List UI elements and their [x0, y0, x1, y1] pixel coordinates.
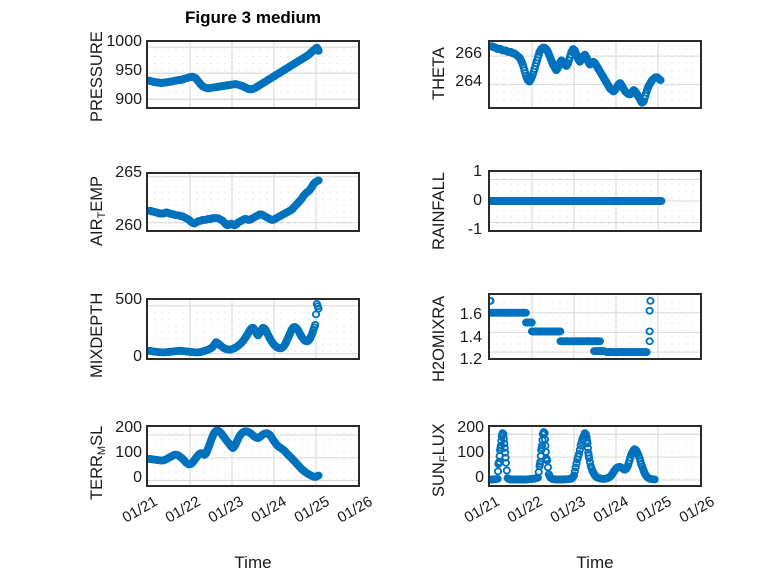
ytick-theta-264: 264	[455, 73, 482, 90]
data-rainfall	[490, 197, 666, 205]
xtick-left-3: 01/24	[248, 493, 290, 527]
xtick-left-4: 01/25	[291, 493, 333, 527]
xtick-left-0: 01/21	[119, 493, 161, 527]
xtick-right-3: 01/24	[590, 493, 632, 527]
ytick-sun-0: 0	[475, 469, 484, 486]
xtick-right-0: 01/21	[461, 493, 503, 527]
ytick-rainfall-1: 1	[473, 163, 482, 180]
ytick-h2o-12: 1.2	[459, 351, 482, 368]
xtick-left-1: 01/22	[162, 493, 204, 527]
plot-area-h2omixra	[488, 293, 702, 360]
xtick-right-1: 01/22	[504, 493, 546, 527]
xlabel-right: Time	[576, 553, 614, 572]
ytick-mixdepth-500: 500	[115, 291, 142, 308]
data-h2omixra	[490, 297, 655, 356]
ytick-sun-200: 200	[457, 419, 484, 436]
ytick-terr-200: 200	[115, 419, 142, 436]
xtick-left-5: 01/26	[334, 493, 376, 527]
ytick-sun-100: 100	[457, 444, 484, 461]
ytick-pressure-950: 950	[115, 62, 142, 79]
data-theta	[490, 42, 665, 107]
ytick-pressure-1000: 1000	[106, 33, 142, 50]
ylabel-air-temp: AIRTEMP	[88, 175, 108, 246]
plot-area-theta	[488, 40, 702, 109]
ytick-terr-0: 0	[133, 469, 142, 486]
xlabel-left: Time	[234, 553, 272, 572]
plot-area-sun-flux	[488, 425, 702, 487]
xtick-right-4: 01/25	[633, 493, 675, 527]
plot-area-air-temp	[146, 172, 360, 232]
plot-area-rainfall	[488, 170, 702, 232]
xtick-right-5: 01/26	[676, 493, 718, 527]
xtick-left-2: 01/23	[205, 493, 247, 527]
ytick-theta-266: 266	[455, 45, 482, 62]
data-pressure	[148, 43, 323, 94]
plot-area-pressure	[146, 40, 360, 109]
ytick-airtemp-260: 260	[115, 217, 142, 234]
grid-pressure	[148, 42, 358, 107]
ytick-terr-100: 100	[115, 444, 142, 461]
data-sun-flux	[490, 428, 659, 484]
xtick-right-2: 01/23	[547, 493, 589, 527]
ytick-rainfall-neg1: -1	[467, 221, 482, 238]
figure-title: Figure 3 medium	[184, 8, 322, 27]
ytick-h2o-16: 1.6	[459, 306, 482, 323]
ytick-mixdepth-0: 0	[133, 348, 142, 365]
data-mixdepth	[148, 300, 323, 357]
ytick-h2o-14: 1.4	[459, 329, 482, 346]
data-air-temp	[148, 176, 323, 230]
ytick-rainfall-0: 0	[473, 192, 482, 209]
plot-area-mixdepth	[146, 298, 360, 360]
ytick-pressure-900: 900	[115, 91, 142, 108]
plot-area-terr-msl	[146, 425, 360, 487]
data-terr-msl	[148, 427, 323, 481]
ytick-airtemp-265: 265	[115, 164, 142, 181]
